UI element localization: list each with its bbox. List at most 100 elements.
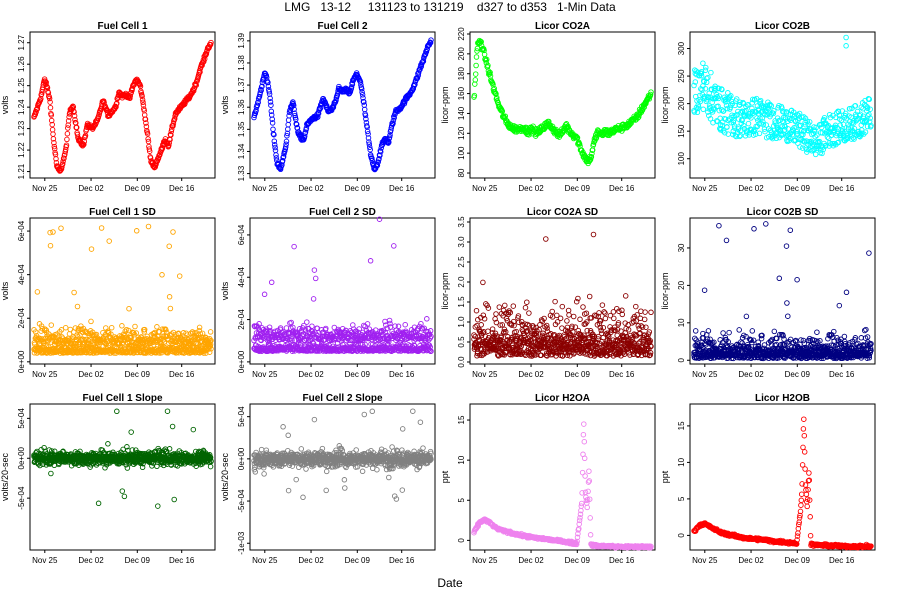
data-point (268, 279, 275, 286)
data-point (168, 126, 175, 133)
data-point (749, 328, 756, 334)
data-point (763, 221, 769, 227)
data-point (376, 155, 382, 162)
data-point (88, 318, 94, 325)
y-tick-label: 200 (457, 47, 466, 61)
data-point (599, 302, 606, 308)
data-point (47, 99, 53, 105)
data-point (367, 258, 374, 264)
x-tick-label: Dec 16 (829, 184, 855, 193)
series-7 (691, 221, 874, 362)
data-point (708, 69, 714, 76)
data-point (366, 139, 372, 145)
data-point (291, 243, 297, 250)
data-point (273, 155, 280, 161)
y-axis-label: licor-ppm (440, 86, 450, 123)
data-point (259, 83, 265, 90)
data-point (65, 125, 71, 131)
data-point (590, 231, 597, 238)
data-point (481, 47, 487, 54)
data-point (483, 57, 489, 64)
data-point (415, 72, 422, 78)
data-point (132, 323, 138, 330)
data-point (113, 104, 119, 110)
x-tick-label: Dec 16 (389, 370, 415, 379)
data-point (81, 141, 87, 148)
data-point (74, 303, 81, 310)
x-tick-label: Nov 25 (472, 184, 498, 193)
x-tick-label: Dec 02 (518, 370, 544, 379)
data-point (414, 74, 421, 81)
data-point (549, 308, 555, 315)
data-point (253, 107, 259, 114)
data-point (44, 85, 51, 91)
data-point (783, 243, 790, 249)
data-point (265, 79, 271, 86)
y-axis-label: volts (0, 281, 10, 300)
data-point (496, 304, 503, 310)
data-point (140, 99, 146, 106)
y-tick-label: 30 (677, 243, 686, 252)
data-point (390, 117, 397, 124)
data-point (641, 316, 648, 323)
plot-frame (249, 31, 436, 179)
series-0 (31, 39, 214, 174)
y-axis-label: licor-ppm (660, 86, 670, 123)
x-tick-label: Dec 09 (125, 184, 151, 193)
data-point (293, 121, 300, 128)
data-point (196, 324, 203, 331)
y-axis-label: volts (0, 95, 10, 114)
data-point (254, 102, 261, 108)
data-point (197, 69, 203, 75)
data-point (375, 159, 381, 165)
data-point (267, 99, 274, 105)
data-point (309, 323, 315, 329)
data-point (391, 243, 397, 249)
x-tick-label: Dec 09 (345, 370, 371, 379)
data-point (472, 71, 479, 77)
data-point (48, 112, 55, 118)
data-point (207, 41, 214, 48)
y-tick-label: 0.0 (457, 356, 466, 368)
data-point (359, 92, 366, 98)
y-tick-label: 80 (457, 168, 466, 177)
data-point (166, 294, 173, 300)
x-tick-label: Dec 02 (78, 370, 104, 379)
data-point (510, 303, 517, 309)
data-point (139, 97, 146, 103)
data-point (88, 246, 95, 252)
y-tick-label: 160 (457, 86, 466, 100)
series-6 (471, 231, 654, 359)
x-tick-label: Nov 25 (252, 370, 278, 379)
data-point (483, 56, 490, 63)
data-point (787, 227, 794, 233)
data-point (311, 267, 318, 273)
data-point (48, 322, 55, 328)
data-point (428, 37, 434, 43)
data-point (170, 229, 176, 235)
data-point (367, 146, 373, 153)
x-tick-label: Nov 25 (252, 184, 278, 193)
panel-title: Fuel Cell 2 SD (309, 207, 376, 218)
x-tick-label: Dec 09 (785, 370, 811, 379)
data-point (166, 140, 172, 146)
y-tick-label: 1.21 (17, 163, 26, 179)
x-tick-label: Dec 02 (78, 184, 104, 193)
data-point (424, 316, 430, 322)
data-point (363, 116, 369, 122)
data-point (487, 69, 493, 76)
data-point (33, 109, 39, 115)
data-point (785, 313, 791, 319)
data-point (358, 86, 365, 92)
data-point (726, 329, 732, 336)
data-point (63, 142, 70, 148)
series-1 (251, 37, 434, 173)
data-point (334, 91, 341, 97)
data-point (843, 34, 849, 41)
x-tick-label: Dec 02 (518, 184, 544, 193)
data-point (751, 226, 757, 232)
data-point (423, 49, 430, 55)
data-point (557, 315, 564, 322)
data-point (622, 293, 629, 299)
